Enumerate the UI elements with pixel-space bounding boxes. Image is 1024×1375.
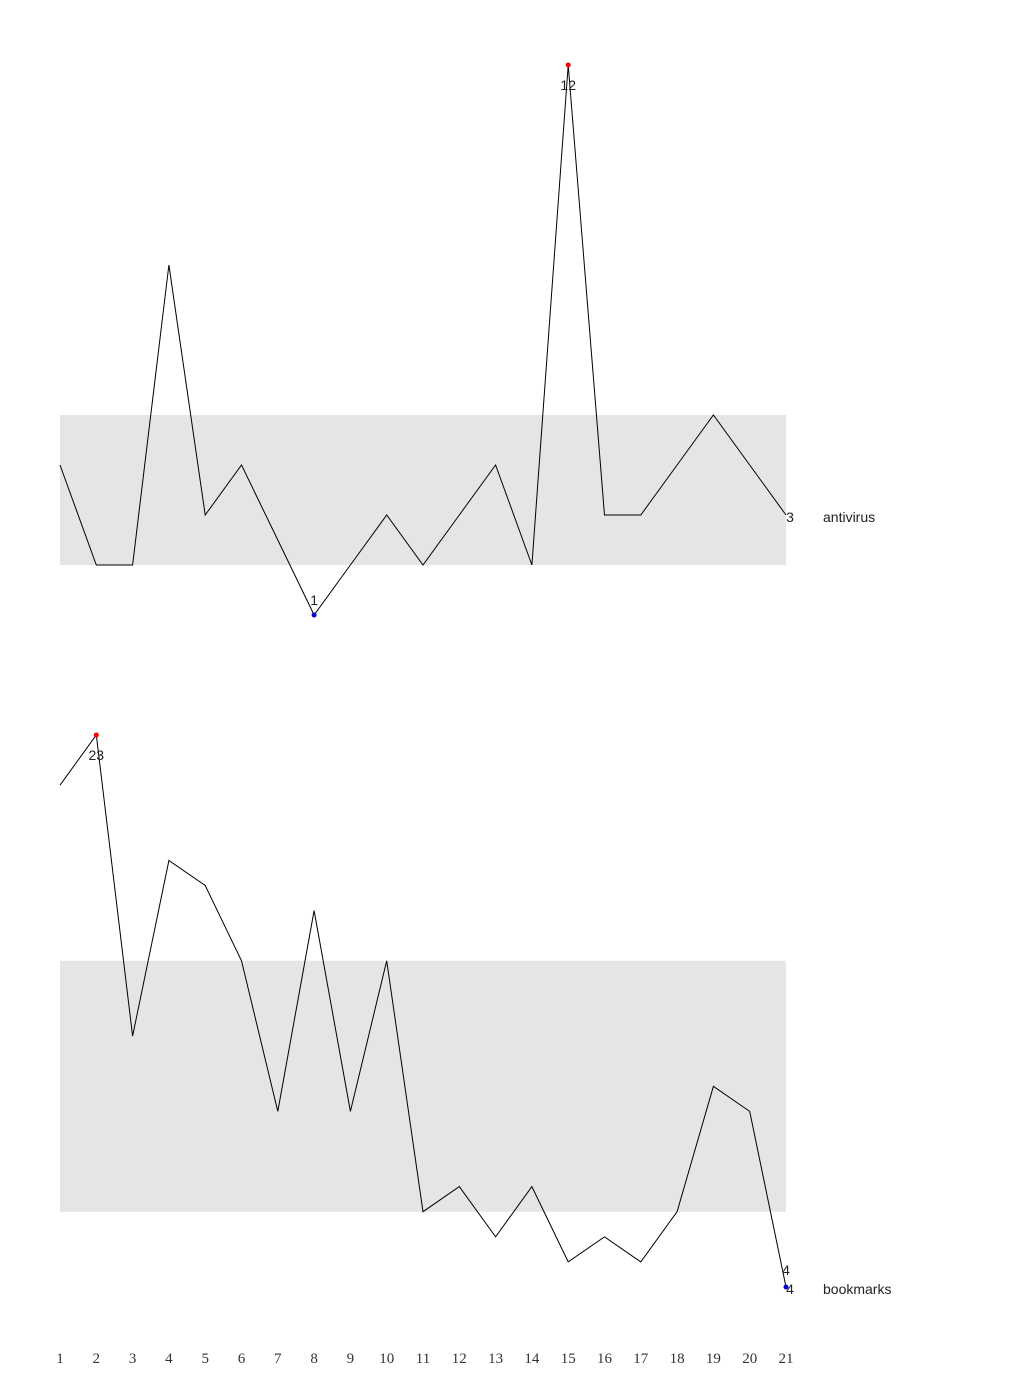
antivirus-min-label: 1 — [310, 592, 318, 608]
antivirus-last-value-label: 3 — [786, 509, 794, 525]
x-tick-label: 21 — [779, 1351, 794, 1367]
bookmarks-last-value-label: 4 — [786, 1281, 794, 1297]
antivirus-line — [59, 64, 787, 616]
x-tick-label: 12 — [452, 1351, 467, 1367]
bookmarks-line — [59, 733, 787, 1288]
x-tick-label: 17 — [633, 1351, 649, 1367]
x-tick-label: 13 — [488, 1351, 503, 1367]
x-tick-label: 2 — [93, 1351, 101, 1367]
antivirus-max-point — [565, 62, 571, 68]
x-tick-label: 5 — [201, 1351, 209, 1367]
antivirus-range-band — [60, 415, 786, 565]
bookmarks-max-label: 23 — [89, 747, 105, 763]
x-tick-label: 10 — [379, 1351, 394, 1367]
antivirus-min-point — [311, 612, 317, 618]
x-tick-label: 20 — [742, 1351, 757, 1367]
bookmarks-max-point — [93, 732, 99, 738]
bookmarks-series-label: bookmarks — [823, 1281, 891, 1297]
x-tick-label: 1 — [56, 1351, 64, 1367]
x-tick-label: 7 — [274, 1351, 282, 1367]
x-tick-label: 11 — [416, 1351, 430, 1367]
x-tick-label: 9 — [347, 1351, 355, 1367]
bookmarks-min-label: 4 — [782, 1262, 790, 1278]
x-tick-label: 14 — [524, 1351, 540, 1367]
x-tick-label: 6 — [238, 1351, 246, 1367]
bookmarks-range-band — [60, 960, 786, 1212]
antivirus-series-label: antivirus — [823, 509, 875, 525]
antivirus-max-label: 12 — [560, 77, 576, 93]
x-tick-label: 15 — [561, 1351, 576, 1367]
bookmarks-min-point — [783, 1284, 789, 1290]
x-tick-label: 3 — [129, 1351, 137, 1367]
x-tick-label: 4 — [165, 1351, 173, 1367]
x-tick-label: 16 — [597, 1351, 613, 1367]
x-tick-label: 8 — [310, 1351, 318, 1367]
x-tick-label: 19 — [706, 1351, 721, 1367]
x-tick-label: 18 — [670, 1351, 685, 1367]
